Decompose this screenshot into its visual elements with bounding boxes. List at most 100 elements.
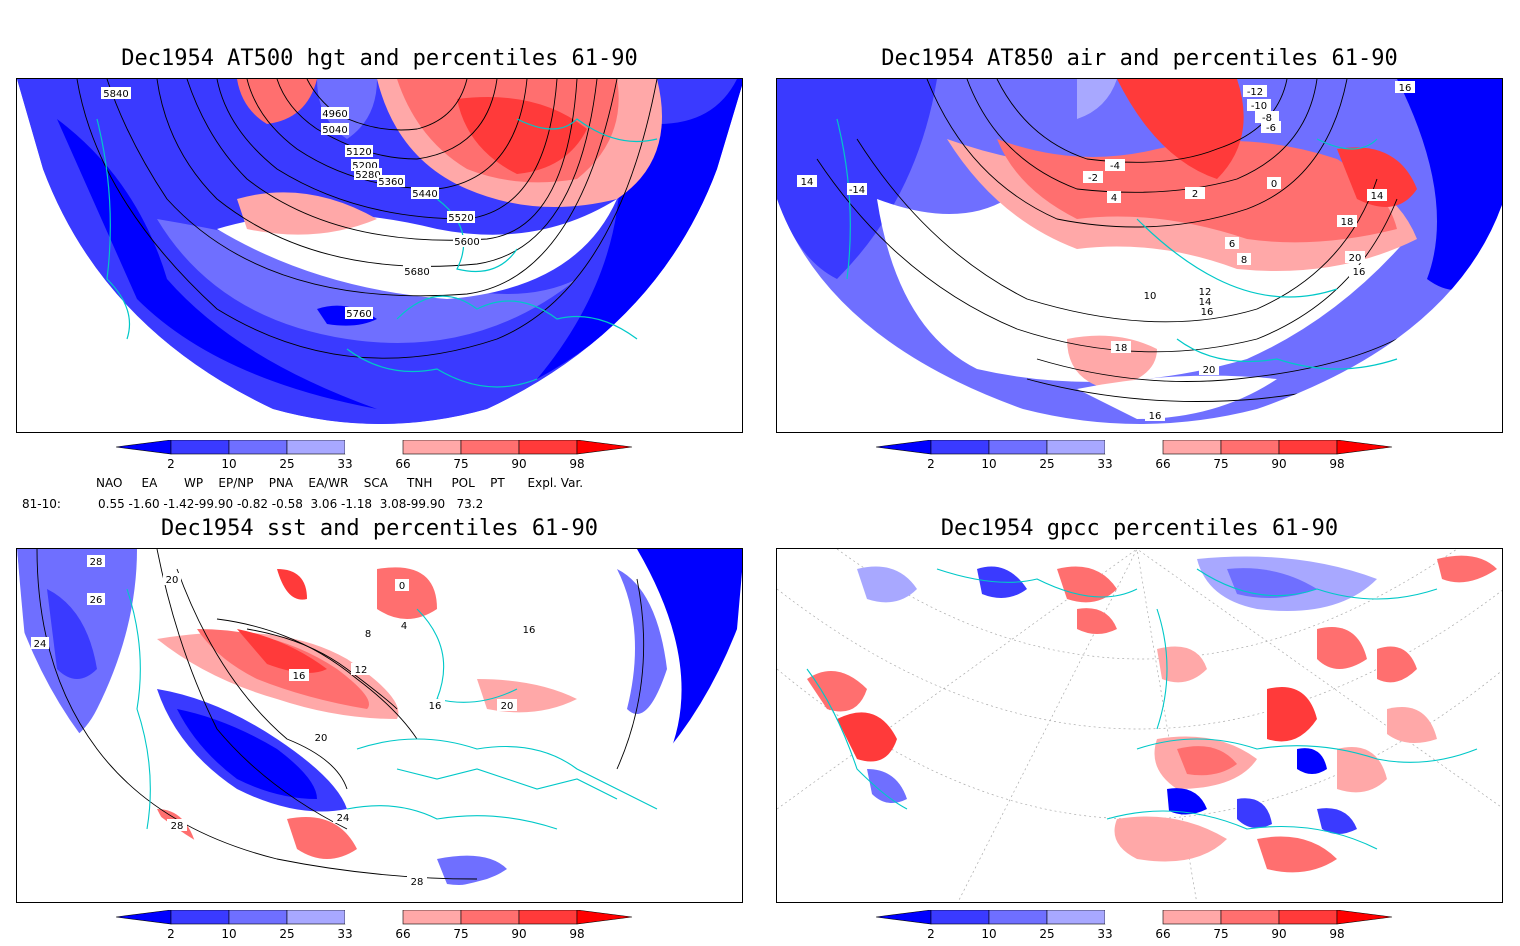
- colorbar-segment: [1162, 439, 1222, 455]
- colorbar-segment: [460, 909, 520, 925]
- colorbar-air: 2 10 25 33 66 75 90 98: [875, 439, 1406, 472]
- colorbar-gpcc: 2 10 25 33 66 75 90 98: [875, 909, 1406, 941]
- contour-label: -10: [1251, 101, 1267, 112]
- colorbar-arrow-low: [115, 909, 172, 925]
- colorbar-segment: [170, 439, 230, 455]
- contour-label: 5040: [322, 125, 347, 136]
- contour-label: 5360: [378, 177, 403, 188]
- colorbar-segment: [1220, 439, 1280, 455]
- colorbar-tick-label: 10: [221, 927, 236, 941]
- contour-label: 5760: [346, 309, 371, 320]
- colorbar-tick-label: 75: [453, 927, 468, 941]
- colorbar-tick-label: 90: [1271, 457, 1286, 471]
- map-panel-sst: 28 20 26 24 0 4 8 12 16 20 24 28 28 16 2…: [16, 548, 743, 903]
- contour-label: 28: [90, 557, 103, 568]
- index-header-pol: POL: [451, 476, 475, 490]
- colorbar-neutral-gap: [1105, 910, 1163, 924]
- colorbar-tick-label: 25: [1039, 457, 1054, 471]
- colorbar-segment: [988, 909, 1048, 925]
- colorbar-arrow-low: [875, 909, 932, 925]
- contour-label: 0: [399, 581, 405, 592]
- colorbar-tick-label: 90: [511, 457, 526, 471]
- colorbar-tick-label: 66: [1155, 457, 1170, 471]
- index-header-sca: SCA: [363, 476, 388, 490]
- colorbar-tick-label: 2: [167, 457, 175, 471]
- index-values: 0.55 -1.60 -1.42-99.90 -0.82 -0.58 3.06 …: [98, 497, 484, 511]
- contour-label: 26: [90, 595, 103, 606]
- contour-label: 24: [337, 813, 350, 824]
- panel-title-hgt: Dec1954 AT500 hgt and percentiles 61-90: [121, 46, 638, 71]
- contour-label: 8: [365, 629, 371, 640]
- contour-label: 4: [1111, 193, 1117, 204]
- map-panel-hgt: 5840 4960 5040 5120 5200 5280 5360 5440 …: [16, 78, 743, 433]
- contour-label: 16: [429, 701, 442, 712]
- contour-label: 5520: [448, 213, 473, 224]
- colorbar-tick-label: 33: [337, 457, 352, 471]
- index-header-tnh: TNH: [407, 476, 433, 490]
- colorbar-tick-label: 10: [981, 927, 996, 941]
- colorbar-tick-label: 25: [1039, 927, 1054, 941]
- contour-label: 20: [1349, 253, 1362, 264]
- contour-label: 16: [1201, 307, 1214, 318]
- contour-label: 16: [293, 671, 306, 682]
- contour-label: -4: [1110, 161, 1120, 172]
- contour-label: -14: [849, 185, 865, 196]
- contour-label: -2: [1088, 173, 1098, 184]
- colorbar-segment: [286, 439, 346, 455]
- colorbar-arrow-high: [576, 909, 633, 925]
- contour-label: 6: [1229, 239, 1235, 250]
- contour-label: 24: [34, 639, 47, 650]
- contour-label: 12: [355, 665, 368, 676]
- contour-label: 12: [1199, 287, 1212, 298]
- colorbar-tick-label: 66: [395, 457, 410, 471]
- contour-label: 5680: [404, 267, 429, 278]
- contour-label: 16: [1149, 411, 1162, 422]
- contour-label: 10: [1144, 291, 1157, 302]
- contour-label: 4960: [322, 109, 347, 120]
- contour-label: 28: [171, 821, 184, 832]
- colorbar-arrow-low: [875, 439, 932, 455]
- colorbar-segment: [518, 909, 578, 925]
- contour-label: 16: [1353, 267, 1366, 278]
- colorbar-segment: [228, 439, 288, 455]
- colorbar-neutral-gap: [1105, 440, 1163, 454]
- colorbar-segment: [460, 439, 520, 455]
- contour-label: 5200: [352, 161, 377, 172]
- index-header-nao: NAO: [96, 476, 123, 490]
- colorbar-arrow-high: [1336, 909, 1393, 925]
- contour-label: -12: [1247, 87, 1263, 98]
- colorbar-tick-label: 25: [279, 927, 294, 941]
- contour-label: 20: [1203, 365, 1216, 376]
- colorbar-tick-label: 75: [453, 457, 468, 471]
- contour-label: 5280: [355, 170, 380, 181]
- contour-label: 20: [166, 575, 179, 586]
- contour-label: -8: [1262, 113, 1272, 124]
- colorbar-hgt: 2 10 25 33 66 75 90 98: [115, 439, 646, 472]
- colorbar-segment: [1278, 439, 1338, 455]
- contour-label: 14: [1199, 297, 1212, 308]
- colorbar-segment: [930, 439, 990, 455]
- colorbar-tick-label: 10: [221, 457, 236, 471]
- colorbar-tick-label: 75: [1213, 457, 1228, 471]
- contour-label: 16: [1399, 83, 1412, 94]
- colorbar-segment: [402, 909, 462, 925]
- contour-label: 8: [1241, 255, 1247, 266]
- colorbar-tick-label: 90: [511, 927, 526, 941]
- colorbar-segment: [402, 439, 462, 455]
- contour-label: 20: [501, 701, 514, 712]
- colorbar-tick-label: 33: [1097, 927, 1112, 941]
- colorbar-neutral-gap: [345, 910, 403, 924]
- colorbar-segment: [1046, 439, 1106, 455]
- contour-label: 18: [1341, 217, 1354, 228]
- index-header-epnp: EP/NP: [218, 476, 254, 490]
- colorbar-segment: [1278, 909, 1338, 925]
- colorbar-neutral-gap: [345, 440, 403, 454]
- panel-title-gpcc: Dec1954 gpcc percentiles 61-90: [940, 516, 1339, 541]
- contour-label: 5120: [346, 147, 371, 158]
- colorbar-sst: 2 10 25 33 66 75 90 98: [115, 909, 646, 941]
- panel-title-air: Dec1954 AT850 air and percentiles 61-90: [881, 46, 1398, 71]
- contour-label: 4: [401, 621, 407, 632]
- colorbar-arrow-high: [576, 439, 633, 455]
- colorbar-segment: [170, 909, 230, 925]
- index-headers: NAO EA WP EP/NP PNA EA/WR SCA TNH POL PT…: [96, 476, 583, 490]
